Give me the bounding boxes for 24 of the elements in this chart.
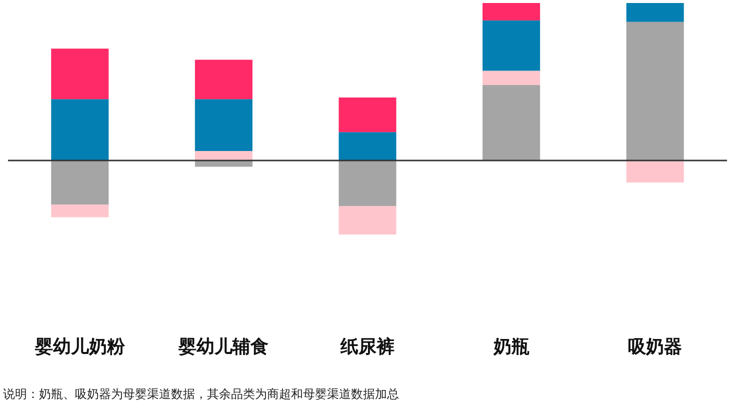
bar	[51, 99, 109, 160]
bar	[194, 60, 252, 100]
bar	[338, 206, 396, 235]
bar	[626, 22, 684, 160]
bar	[482, 84, 540, 160]
bar	[482, 70, 540, 85]
bar	[338, 160, 396, 206]
bar	[51, 204, 109, 218]
bar	[626, 3, 684, 22]
x-tick-label: 奶瓶	[492, 336, 530, 358]
x-tick-label: 婴幼儿奶粉	[34, 336, 126, 358]
text: 说明：奶瓶、吸奶器为母婴渠道数据，其余品类为商超和母婴渠道数据加总	[3, 387, 399, 401]
x-tick-label: 婴幼儿辅食	[178, 336, 269, 358]
bar	[194, 151, 252, 160]
x-tick-label: 纸尿裤	[340, 336, 394, 358]
bar	[194, 99, 252, 152]
bar	[482, 20, 540, 71]
bar	[626, 160, 684, 183]
bar	[51, 48, 109, 100]
bar	[338, 98, 396, 132]
bar	[51, 160, 109, 205]
bar	[338, 132, 396, 160]
bar	[482, 3, 540, 20]
x-tick-label: 吸奶器	[628, 336, 682, 358]
